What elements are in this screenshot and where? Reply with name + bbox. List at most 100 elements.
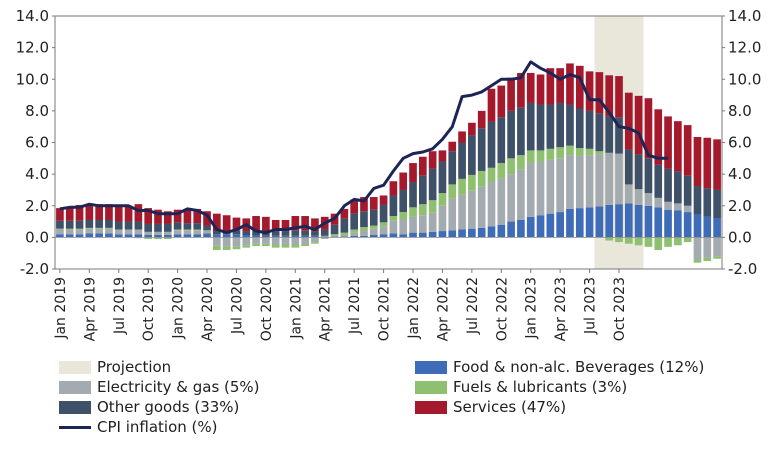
bar-segment-series2-23 — [281, 244, 290, 248]
bar-segment-series0-55 — [595, 206, 604, 238]
bar-segment-series4-21 — [262, 216, 270, 232]
bar-segment-series2-64 — [683, 237, 692, 243]
bar-segment-series4-45 — [497, 85, 506, 118]
bar-segment-series3-48 — [526, 102, 535, 151]
bar-segment-series0-50 — [546, 213, 555, 238]
x-tick-19: Oct 2023 — [612, 277, 628, 341]
bar-segment-series1-16 — [213, 237, 221, 246]
bar-segment-series1-61 — [654, 197, 663, 208]
legend-cpi: CPI inflation (%) — [59, 417, 217, 437]
bar-segment-series2-33 — [379, 222, 388, 227]
bar-segment-series4-34 — [389, 181, 398, 196]
bar-segment-series2-14 — [193, 229, 202, 231]
bar-segment-series3-3 — [85, 219, 94, 228]
x-tick-8: Jan 2021 — [288, 277, 304, 340]
bar-segment-series2-59 — [634, 237, 643, 246]
bar-segment-series4-4 — [95, 204, 103, 220]
y-axis-right: 14.0 12.0 10.0 8.0 6.0 4.0 2.0 0.0 -2.0 — [722, 7, 761, 278]
bar-segment-series0-22 — [271, 235, 280, 238]
bar-segment-series0-30 — [350, 235, 358, 238]
x-tick-6: Jul 2020 — [229, 277, 245, 335]
bar-segment-series4-0 — [56, 208, 64, 221]
y-right-tick-8: -2.0 — [728, 260, 757, 278]
bar-segment-series1-37 — [419, 215, 427, 233]
bar-segment-series3-20 — [252, 230, 260, 236]
legend-projection-swatch — [59, 360, 91, 374]
legend-fuels-swatch — [415, 380, 447, 394]
bar-segment-series0-0 — [56, 234, 64, 238]
x-tick-13: Apr 2022 — [435, 277, 451, 341]
bar-segment-series2-5 — [105, 227, 113, 229]
bar-segment-series4-43 — [477, 110, 486, 129]
bar-segment-series0-34 — [389, 233, 398, 238]
bar-segment-series4-10 — [154, 209, 162, 224]
bar-segment-series3-38 — [428, 168, 437, 201]
bar-segment-series4-5 — [105, 204, 113, 220]
bar-segment-series4-65 — [693, 136, 702, 186]
bar-segment-series1-34 — [389, 220, 398, 234]
bar-segment-series1-58 — [624, 184, 633, 204]
bar-segment-series0-44 — [487, 226, 496, 238]
bar-segment-series0-19 — [242, 235, 251, 238]
x-tick-3: Oct 2019 — [141, 277, 157, 341]
bar-segment-series3-6 — [114, 221, 123, 230]
bar-segment-series3-49 — [536, 104, 545, 151]
bar-segment-series3-5 — [105, 219, 113, 228]
bar-segment-series0-24 — [291, 235, 300, 238]
x-tick-9: Apr 2021 — [318, 277, 334, 341]
legend-food-label: Food & non-alc. Beverages (12%) — [453, 358, 705, 376]
bar-segment-series3-14 — [193, 223, 202, 230]
bar-segment-series1-47 — [517, 169, 525, 220]
legend-food: Food & non-alc. Beverages (12%) — [415, 357, 704, 377]
bar-segment-series0-51 — [556, 212, 564, 238]
bar-segment-series1-59 — [634, 189, 643, 205]
bar-segment-series3-41 — [458, 142, 466, 179]
y-right-tick-7: 0.0 — [728, 228, 752, 246]
chart: 14.0 12.0 10.0 8.0 6.0 4.0 2.0 0.0 -2.0 14.0 12.0… — [16, 7, 762, 341]
bar-segment-series2-4 — [95, 227, 103, 229]
bar-segment-series2-29 — [340, 232, 349, 236]
bar-segment-series4-35 — [399, 172, 408, 190]
x-tick-17: Apr 2023 — [553, 277, 569, 341]
legend-other-label: Other goods (33%) — [97, 398, 240, 416]
bar-segment-series0-57 — [615, 204, 623, 238]
bar-segment-series0-16 — [213, 234, 221, 238]
bar-segment-series2-62 — [664, 237, 672, 247]
legend-other: Other goods (33%) — [59, 397, 239, 417]
bar-segment-series2-12 — [173, 229, 182, 231]
bar-segment-series4-11 — [163, 211, 172, 224]
bar-segment-series1-11 — [163, 231, 172, 236]
bar-segment-series2-52 — [566, 145, 574, 156]
bar-segment-series2-24 — [291, 244, 300, 248]
bar-segment-series1-42 — [468, 190, 476, 229]
bar-segment-series0-38 — [428, 231, 437, 238]
bar-segment-series4-33 — [379, 195, 388, 205]
x-tick-15: Oct 2022 — [494, 277, 510, 341]
bar-segment-series3-54 — [585, 110, 594, 149]
y-right-tick-2: 10.0 — [728, 70, 761, 88]
legend-projection-label: Projection — [97, 358, 172, 376]
bar-segment-series3-66 — [703, 188, 712, 217]
bar-segment-series4-48 — [526, 72, 535, 103]
legend-electricity-swatch — [59, 380, 91, 394]
bar-segment-series1-1 — [65, 229, 74, 235]
bar-segment-series0-53 — [575, 208, 584, 238]
bar-segment-series0-65 — [693, 214, 702, 238]
bar-segment-series4-16 — [213, 213, 221, 232]
bar-segment-series2-34 — [389, 216, 398, 221]
bar-segment-series1-15 — [203, 230, 211, 234]
bar-segment-series0-7 — [124, 234, 133, 238]
legend-services: Services (47%) — [415, 397, 566, 417]
bar-segment-series4-6 — [114, 205, 123, 222]
bar-segment-series1-29 — [340, 235, 349, 237]
bar-segment-series2-21 — [262, 243, 270, 247]
bar-segment-series0-40 — [448, 230, 457, 238]
bar-segment-series3-7 — [124, 221, 133, 230]
bar-segment-series0-56 — [605, 204, 614, 238]
bar-segment-series4-9 — [144, 208, 153, 224]
bar-segment-series2-65 — [693, 259, 702, 263]
bar-segment-series3-53 — [575, 108, 584, 149]
bar-segment-series1-6 — [114, 229, 123, 235]
bar-segment-series1-66 — [703, 237, 712, 258]
bar-segment-series3-13 — [183, 223, 192, 230]
